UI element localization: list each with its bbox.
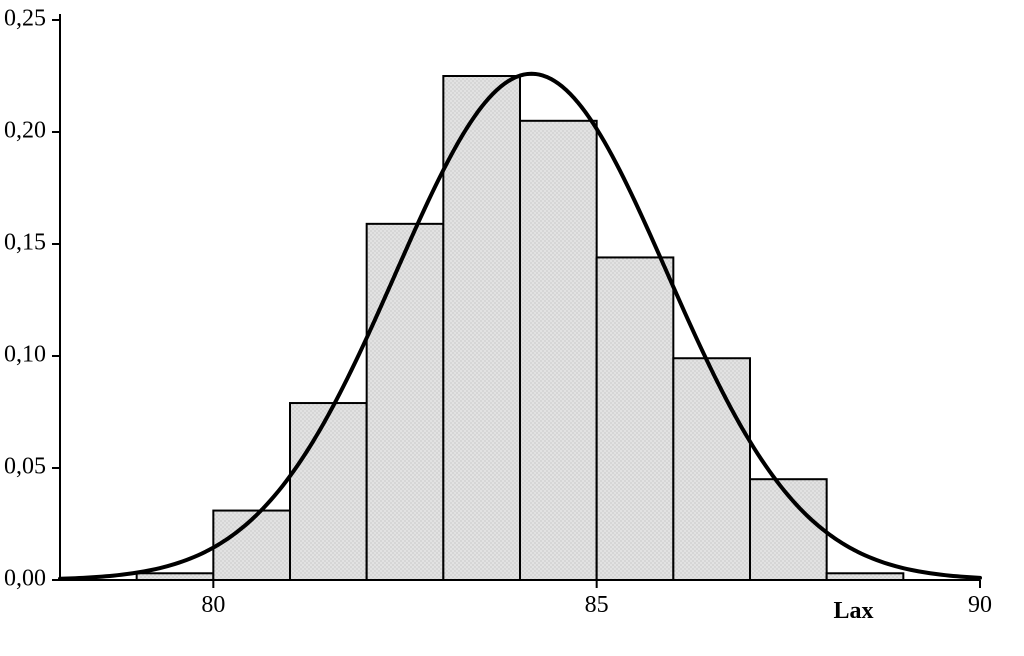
x-axis-label: Lax: [833, 598, 873, 624]
histogram-bar: [520, 121, 597, 580]
y-tick-label: 0,25: [4, 6, 46, 32]
x-tick-label: 80: [201, 592, 225, 618]
y-tick-label: 0,15: [4, 230, 46, 256]
y-tick-label: 0,10: [4, 342, 46, 368]
y-tick-label: 0,00: [4, 566, 46, 592]
y-tick-label: 0,05: [4, 454, 46, 480]
chart-container: { "histogram_chart": { "type": "histogra…: [0, 0, 1024, 656]
x-tick-label: 85: [585, 592, 609, 618]
histogram-bar: [597, 257, 674, 580]
histogram-chart: 0,00 0,05 0,10 0,15 0,20 0,25 80 85 90 Lax: [0, 0, 1024, 656]
y-tick-label: 0,20: [4, 118, 46, 144]
histogram-bar: [673, 358, 750, 580]
x-tick-label: 90: [968, 592, 992, 618]
histogram-bar: [827, 573, 904, 580]
histogram-bar: [290, 403, 367, 580]
histogram-bar: [137, 573, 214, 580]
histogram-bar: [367, 224, 444, 580]
